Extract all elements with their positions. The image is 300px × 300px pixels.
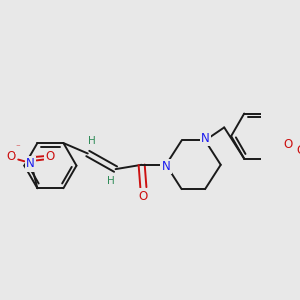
Text: H: H	[88, 136, 96, 146]
Text: N: N	[201, 132, 209, 145]
Text: ⁻: ⁻	[16, 144, 21, 153]
Text: O: O	[296, 143, 300, 157]
Text: N: N	[162, 160, 170, 173]
Text: O: O	[139, 190, 148, 202]
Text: O: O	[7, 150, 16, 164]
Text: O: O	[283, 138, 292, 151]
Text: N: N	[26, 158, 35, 170]
Text: O: O	[45, 150, 54, 164]
Text: H: H	[107, 176, 115, 186]
